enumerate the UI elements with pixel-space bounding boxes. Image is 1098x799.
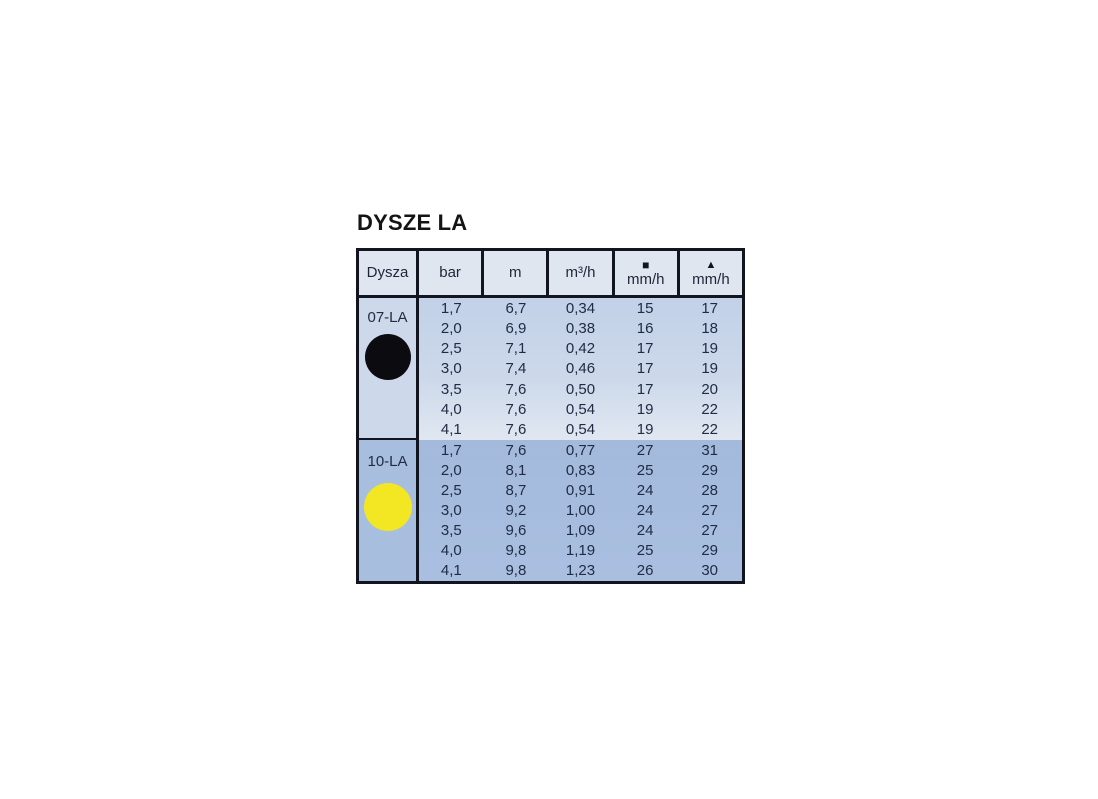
table-body: 07-LA 10-LA 1,7 6,7 0,34 15 17 2,0 6,9 0,38 16 18… (359, 298, 742, 581)
table-cell: 4,0 (440, 542, 462, 560)
table-cell: 27 (636, 441, 654, 459)
group-cell-07-la: 07-LA (359, 298, 416, 440)
table-cell: 9,6 (505, 522, 527, 540)
table-cell: 7,4 (505, 360, 527, 378)
square-icon: ■ (642, 258, 650, 272)
table-cell: 0,42 (565, 340, 596, 358)
table-cell: 3,5 (440, 380, 462, 398)
data-section-10-la: 1,7 7,6 0,77 27 31 2,0 8,1 0,83 25 29 2,5 8,7 0,91 24… (419, 440, 742, 581)
column-header-triangle-mmh: ▲ mm/h (680, 251, 742, 295)
nozzle-spec-table: Dysza bar m m³/h ■ mm/h ▲ mm/h (356, 248, 745, 584)
table-cell: 3,0 (440, 501, 462, 519)
column-header-label: bar (439, 264, 461, 281)
table-cell: 4,0 (440, 401, 462, 419)
table-cell: 0,77 (565, 441, 596, 459)
black-nozzle-circle-icon (364, 334, 411, 380)
table-cell: 22 (701, 401, 719, 419)
table-cell: 0,50 (565, 380, 596, 398)
triangle-icon: ▲ (705, 259, 717, 271)
table-cell: 19 (701, 360, 719, 378)
table-header-row: Dysza bar m m³/h ■ mm/h ▲ mm/h (359, 251, 742, 298)
table-cell: 17 (636, 380, 654, 398)
table-cell: 1,09 (565, 522, 596, 540)
table-cell: 7,6 (505, 441, 527, 459)
table-cell: 3,5 (440, 522, 462, 540)
table-cell: 0,83 (565, 461, 596, 479)
table-cell: 7,6 (505, 380, 527, 398)
column-header-label: m (509, 264, 522, 281)
table-cell: 2,0 (440, 319, 462, 337)
table-cell: 9,2 (505, 501, 527, 519)
column-header-m3h: m³/h (549, 251, 615, 295)
table-cell: 31 (701, 441, 719, 459)
table-cell: 1,23 (565, 562, 596, 580)
table-cell: 1,19 (565, 542, 596, 560)
table-cell: 24 (636, 481, 654, 499)
group-label: 10-LA (367, 453, 408, 470)
table-cell: 24 (636, 501, 654, 519)
column-header-bar: bar (419, 251, 485, 295)
table-cell: 0,46 (565, 360, 596, 378)
table-cell: 19 (636, 401, 654, 419)
table-cell: 3,0 (440, 360, 462, 378)
table-cell: 19 (701, 340, 719, 358)
table-cell: 1,7 (440, 299, 462, 317)
table-cell: 9,8 (505, 542, 527, 560)
column-header-label: mm/h (692, 271, 730, 288)
table-cell: 4,1 (440, 421, 462, 439)
table-cell: 0,34 (565, 299, 596, 317)
table-cell: 25 (636, 542, 654, 560)
table-cell: 7,6 (505, 401, 527, 419)
table-cell: 29 (701, 542, 719, 560)
data-section-07-la: 1,7 6,7 0,34 15 17 2,0 6,9 0,38 16 18 2,5 7,1 0,42 17… (419, 298, 742, 440)
table-cell: 19 (636, 421, 654, 439)
table-cell: 7,1 (505, 340, 527, 358)
table-cell: 1,7 (440, 441, 462, 459)
table-cell: 20 (701, 380, 719, 398)
table-cell: 30 (701, 562, 719, 580)
table-cell: 0,54 (565, 401, 596, 419)
table-cell: 15 (636, 299, 654, 317)
table-cell: 17 (701, 299, 719, 317)
column-header-dysza: Dysza (359, 251, 419, 295)
table-cell: 29 (701, 461, 719, 479)
group-cell-10-la: 10-LA (359, 440, 416, 581)
table-cell: 6,7 (505, 299, 527, 317)
table-cell: 0,91 (565, 481, 596, 499)
table-cell: 17 (636, 340, 654, 358)
table-cell: 1,00 (565, 501, 596, 519)
table-cell: 2,0 (440, 461, 462, 479)
column-header-m: m (484, 251, 550, 295)
table-cell: 8,7 (505, 481, 527, 499)
table-cell: 7,6 (505, 421, 527, 439)
column-header-square-mmh: ■ mm/h (615, 251, 680, 295)
group-label: 07-LA (367, 309, 408, 326)
column-header-label: mm/h (626, 271, 665, 288)
table-cell: 0,38 (565, 319, 596, 337)
table-cell: 26 (636, 562, 654, 580)
table-cell: 25 (636, 461, 654, 479)
table-cell: 8,1 (505, 461, 527, 479)
table-cell: 24 (636, 522, 654, 540)
table-cell: 27 (701, 501, 719, 519)
table-cell: 0,54 (565, 421, 596, 439)
table-cell: 2,5 (440, 340, 462, 358)
nozzle-column: 07-LA 10-LA (359, 298, 419, 581)
data-columns: 1,7 6,7 0,34 15 17 2,0 6,9 0,38 16 18 2,5 7,1 0,42 17… (419, 298, 742, 581)
column-header-label: m³/h (565, 264, 596, 281)
table-cell: 16 (636, 319, 654, 337)
table-cell: 2,5 (440, 481, 462, 499)
column-header-label: Dysza (366, 264, 409, 281)
table-cell: 4,1 (440, 562, 462, 580)
table-cell: 9,8 (505, 562, 527, 580)
table-cell: 27 (701, 522, 719, 540)
page-title: DYSZE LA (357, 210, 468, 235)
table-cell: 17 (636, 360, 654, 378)
yellow-nozzle-circle-icon (363, 483, 412, 531)
table-cell: 22 (701, 421, 719, 439)
table-cell: 6,9 (505, 319, 527, 337)
table-cell: 28 (701, 481, 719, 499)
table-cell: 18 (701, 319, 719, 337)
